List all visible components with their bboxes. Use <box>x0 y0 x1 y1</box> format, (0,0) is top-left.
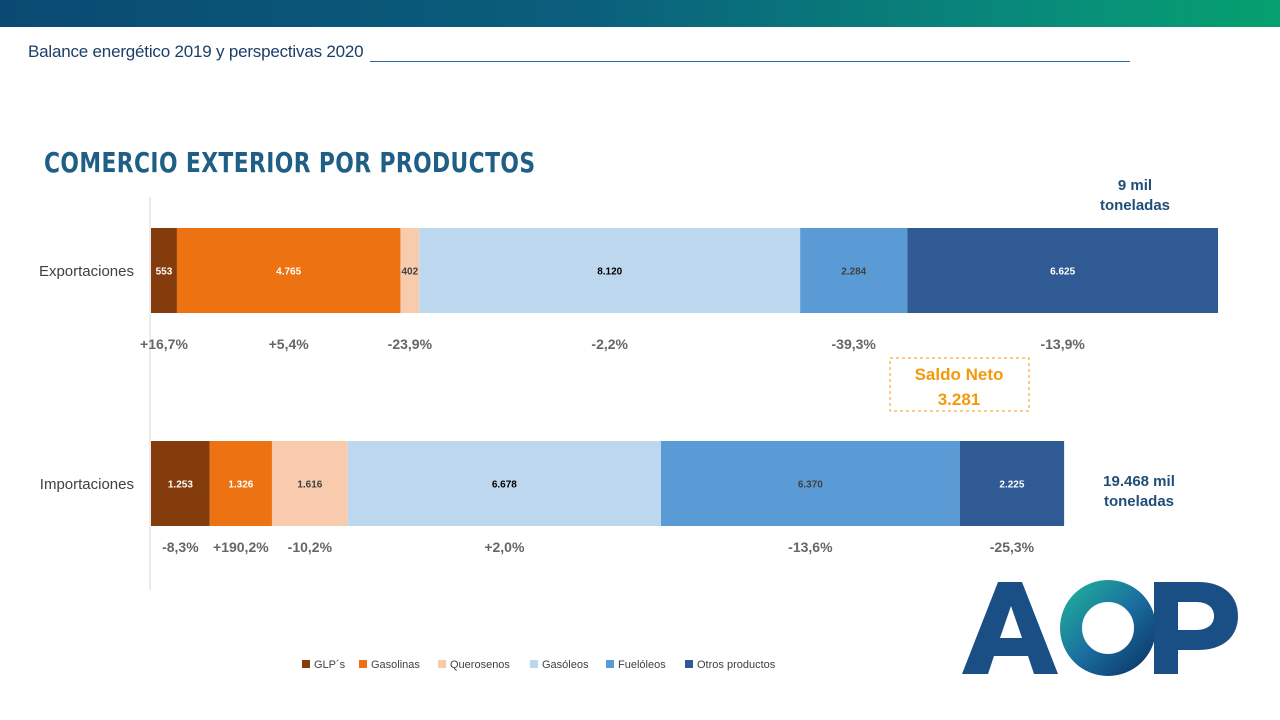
total-label: 9 mil <box>1118 177 1152 194</box>
legend-label: Fuelóleos <box>618 659 666 671</box>
change-label: -23,9% <box>388 336 433 352</box>
aop-logo <box>962 580 1238 676</box>
change-label: -13,9% <box>1040 336 1085 352</box>
legend-label: GLP´s <box>314 659 346 671</box>
data-label: 8.120 <box>597 267 622 278</box>
bar-segment <box>209 441 272 526</box>
bar-segment <box>176 228 401 313</box>
bar-segment <box>660 441 960 526</box>
bar-segment <box>419 228 801 313</box>
legend-swatch <box>685 660 693 668</box>
data-label: 553 <box>156 267 173 278</box>
top-band <box>0 0 1280 27</box>
header-title: Balance energético 2019 y perspectivas 2… <box>28 42 364 61</box>
change-label: +16,7% <box>140 336 188 352</box>
legend-swatch <box>606 660 614 668</box>
data-label: 2.225 <box>999 480 1024 491</box>
bar-segment <box>347 441 661 526</box>
legend-swatch <box>302 660 310 668</box>
legend-label: Gasolinas <box>371 659 420 671</box>
legend-swatch <box>438 660 446 668</box>
section-title: COMERCIO EXTERIOR POR PRODUCTOS <box>44 146 536 179</box>
legend-label: Otros productos <box>697 659 776 671</box>
net-balance-label: Saldo Neto <box>915 365 1004 384</box>
data-label: 1.326 <box>228 480 253 491</box>
category-label-0: Exportaciones <box>39 263 134 280</box>
header-rule <box>370 61 1130 62</box>
bar-segment <box>959 441 1065 526</box>
data-label: 402 <box>402 267 419 278</box>
legend-label: Gasóleos <box>542 659 589 671</box>
data-label: 4.765 <box>276 267 301 278</box>
change-label: -10,2% <box>288 539 333 555</box>
total-label: toneladas <box>1104 493 1174 510</box>
bar-segment <box>800 228 908 313</box>
legend-swatch <box>530 660 538 668</box>
category-label-1: Importaciones <box>40 476 134 493</box>
legend-label: Querosenos <box>450 659 510 671</box>
change-label: +2,0% <box>484 539 525 555</box>
bar-segment <box>907 228 1218 313</box>
bar-segment <box>400 228 420 313</box>
total-label: toneladas <box>1100 197 1170 214</box>
change-label: -13,6% <box>788 539 833 555</box>
bar-segment <box>151 228 177 313</box>
change-label: -8,3% <box>162 539 199 555</box>
data-label: 6.678 <box>492 480 517 491</box>
bar-segment <box>271 441 348 526</box>
data-label: 6.370 <box>798 480 823 491</box>
data-label: 1.616 <box>297 480 322 491</box>
change-label: -2,2% <box>591 336 628 352</box>
data-label: 2.284 <box>841 267 866 278</box>
bar-segment <box>151 441 210 526</box>
change-label: +5,4% <box>269 336 310 352</box>
net-balance-value: 3.281 <box>938 390 981 409</box>
data-label: 1.253 <box>168 480 193 491</box>
total-label: 19.468 mil <box>1103 473 1175 490</box>
data-label: 6.625 <box>1050 267 1075 278</box>
change-label: -25,3% <box>990 539 1035 555</box>
change-label: +190,2% <box>213 539 269 555</box>
change-label: -39,3% <box>832 336 877 352</box>
legend-swatch <box>359 660 367 668</box>
